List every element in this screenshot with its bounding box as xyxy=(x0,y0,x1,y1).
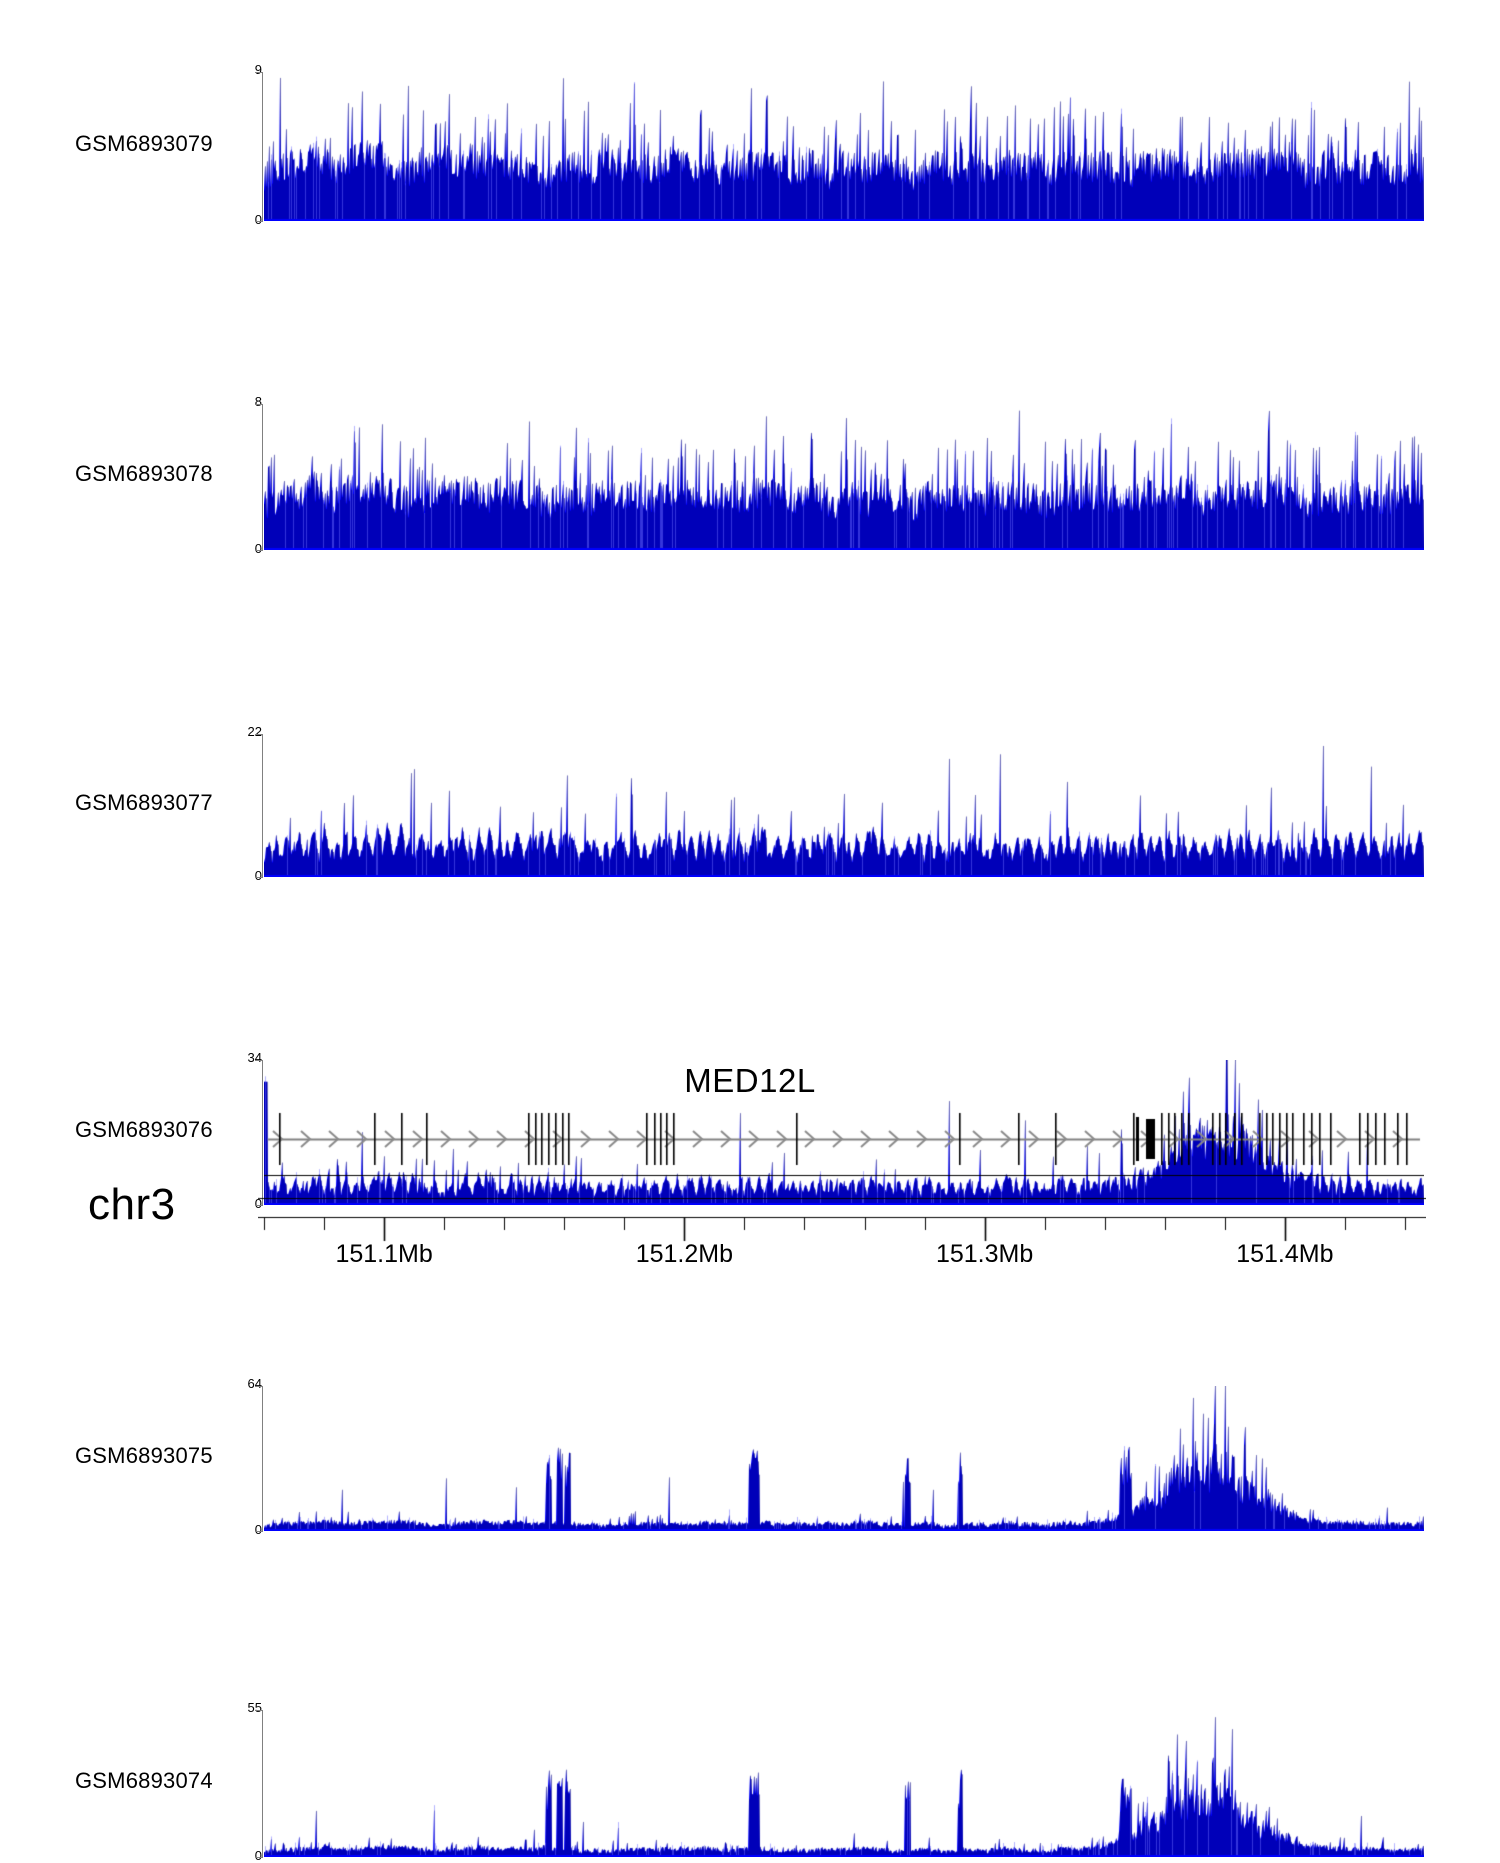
signal-plot[interactable] xyxy=(264,1710,1424,1857)
y-axis-labels: 34 0 xyxy=(222,524,262,1211)
track-label: GSM6893078 xyxy=(75,461,213,486)
y-axis-min: 0 xyxy=(254,212,262,227)
y-axis-tick-bottom xyxy=(255,550,263,551)
y-axis-line xyxy=(262,72,263,221)
y-axis-min: 0 xyxy=(222,1196,262,1211)
y-axis-max: 34 xyxy=(247,1050,262,1065)
ruler-tick-label: 151.2Mb xyxy=(635,1240,733,1268)
y-axis-max: 8 xyxy=(254,394,262,409)
y-axis-max: 55 xyxy=(247,1700,262,1715)
y-axis-tick-top xyxy=(255,734,263,735)
y-axis-tick-top xyxy=(255,72,263,73)
y-axis-min: 0 xyxy=(254,1522,262,1537)
signal-plot[interactable] xyxy=(264,1386,1424,1531)
coverage-track-1[interactable]: GSM6893078 8 0 xyxy=(0,196,1500,556)
track-label: GSM6893074 xyxy=(75,1767,213,1793)
chromosome-label: chr3 xyxy=(88,1180,176,1229)
genome-browser: GSM6893079 9 0 GSM6893078 8 0 GSM6893077… xyxy=(0,30,1500,1863)
coverage-track-0[interactable]: GSM6893079 9 0 xyxy=(0,30,1500,227)
signal-plot[interactable] xyxy=(264,734,1424,877)
y-axis-line xyxy=(262,1060,263,1205)
coverage-track-4[interactable]: GSM6893075 64 0 xyxy=(0,687,1500,1537)
track-label: GSM6893076 xyxy=(75,1116,213,1142)
y-axis-tick-top xyxy=(255,1060,263,1061)
ruler-tick-label: 151.4Mb xyxy=(1236,1240,1334,1268)
ruler-tick-label: 151.3Mb xyxy=(935,1240,1034,1268)
y-axis-line xyxy=(262,1710,263,1857)
y-axis-labels: 64 0 xyxy=(222,687,262,1537)
signal-plot[interactable] xyxy=(264,404,1424,550)
y-axis-line xyxy=(262,404,263,550)
genome-coordinate-ruler[interactable] xyxy=(258,1195,1426,1250)
coverage-track-2[interactable]: GSM6893077 22 0 xyxy=(0,361,1500,883)
gene-model-track[interactable] xyxy=(264,1100,1424,1178)
y-axis-labels: 8 0 xyxy=(222,196,262,556)
y-axis-line xyxy=(262,734,263,877)
y-axis-tick-top xyxy=(255,404,263,405)
y-axis-labels: 55 0 xyxy=(222,849,262,1863)
track-label: GSM6893077 xyxy=(75,789,213,815)
coverage-track-3[interactable]: GSM6893076 34 0 xyxy=(0,524,1500,1211)
y-axis-max: 22 xyxy=(247,724,262,739)
y-axis-tick-bottom xyxy=(255,1857,263,1858)
y-axis-tick-bottom xyxy=(255,221,263,222)
y-axis-line xyxy=(262,1386,263,1531)
y-axis-labels: 9 0 xyxy=(222,30,262,227)
track-label: GSM6893075 xyxy=(75,1442,213,1468)
coverage-track-5[interactable]: GSM6893074 55 0 xyxy=(0,849,1500,1863)
y-axis-labels: 22 0 xyxy=(222,361,262,883)
gene-name-title: MED12L xyxy=(684,1062,816,1099)
ruler-tick-label: 151.1Mb xyxy=(335,1240,433,1268)
y-axis-max: 64 xyxy=(247,1376,262,1391)
y-axis-tick-bottom xyxy=(255,877,263,878)
y-axis-tick-top xyxy=(255,1710,263,1711)
y-axis-min: 0 xyxy=(254,541,262,556)
signal-plot[interactable] xyxy=(264,72,1424,221)
y-axis-tick-bottom xyxy=(255,1531,263,1532)
y-axis-tick-top xyxy=(255,1386,263,1387)
track-label: GSM6893079 xyxy=(75,130,213,156)
y-axis-max: 9 xyxy=(254,62,262,77)
y-axis-min: 0 xyxy=(254,1848,262,1863)
y-axis-min: 0 xyxy=(254,868,262,883)
